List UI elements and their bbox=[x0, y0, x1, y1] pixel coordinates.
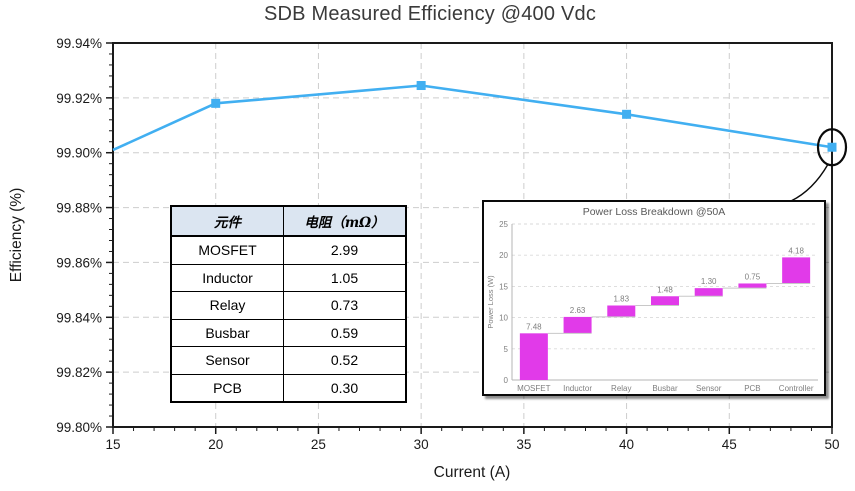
plot-frame bbox=[112, 42, 833, 428]
bar-value-label: 1.83 bbox=[613, 294, 629, 303]
inset-y-tick-label: 0 bbox=[504, 376, 509, 385]
table-row: MOSFET 2.99 bbox=[170, 235, 407, 265]
x-tick-label: 50 bbox=[824, 437, 839, 452]
y-tick-label: 99.80% bbox=[56, 420, 102, 435]
table-header-row: 元件 电阻（mΩ） bbox=[170, 205, 407, 237]
table-row: Busbar 0.59 bbox=[170, 318, 407, 347]
resistance-cell: 0.59 bbox=[283, 318, 407, 347]
inset-category-label: Busbar bbox=[652, 384, 678, 393]
inset-y-tick-label: 10 bbox=[499, 314, 508, 323]
inset-y-axis-title: Power Loss (W) bbox=[486, 275, 495, 329]
component-cell: MOSFET bbox=[170, 235, 284, 265]
table-header-resistance: 电阻（mΩ） bbox=[283, 205, 407, 237]
resistance-cell: 1.05 bbox=[283, 263, 407, 292]
x-tick-label: 35 bbox=[516, 437, 531, 452]
efficiency-line-path bbox=[112, 84, 833, 152]
callout-ellipse bbox=[816, 128, 848, 167]
data-point-marker bbox=[622, 109, 632, 119]
y-tick-label: 99.82% bbox=[56, 365, 102, 380]
x-tick-label: 30 bbox=[414, 437, 429, 452]
resistance-cell: 2.99 bbox=[283, 235, 407, 265]
component-cell: PCB bbox=[170, 373, 284, 403]
component-resistance-table: 元件 电阻（mΩ） MOSFET 2.99 Inductor 1.05 Rela… bbox=[170, 205, 407, 403]
table-header-component: 元件 bbox=[170, 205, 284, 237]
y-tick-label: 99.94% bbox=[56, 36, 102, 51]
resistance-cell: 0.73 bbox=[283, 291, 407, 320]
x-tick-label: 40 bbox=[619, 437, 634, 452]
bar-value-label: 4.18 bbox=[788, 246, 804, 255]
power-loss-inset: Power Loss Breakdown @50A 0 5 10 15 20 25 Powe… bbox=[482, 200, 826, 396]
inset-category-label: Sensor bbox=[696, 384, 722, 393]
y-tick-label: 99.84% bbox=[56, 310, 102, 325]
table-row: Inductor 1.05 bbox=[170, 263, 407, 292]
inset-category-label: MOSFET bbox=[517, 384, 550, 393]
component-cell: Relay bbox=[170, 291, 284, 320]
inset-y-tick-label: 15 bbox=[499, 282, 508, 291]
waterfall-bar bbox=[563, 316, 592, 334]
table-row: Relay 0.73 bbox=[170, 291, 407, 320]
table-row: PCB 0.30 bbox=[170, 373, 407, 403]
inset-y-tick-label: 5 bbox=[504, 345, 509, 354]
y-tick-label: 99.90% bbox=[56, 146, 102, 161]
callout-curve bbox=[790, 163, 829, 202]
waterfall-bar bbox=[694, 288, 723, 297]
inset-chart-canvas: 0 5 10 15 20 25 Power Loss (W) 7.48 MOSFET 2.63 In… bbox=[486, 220, 818, 393]
resistance-cell: 0.52 bbox=[283, 346, 407, 375]
y-tick-label: 99.86% bbox=[56, 255, 102, 270]
component-cell: Busbar bbox=[170, 318, 284, 347]
inset-y-tick-label: 25 bbox=[499, 220, 508, 229]
page-title: SDB Measured Efficiency @400 Vdc bbox=[263, 3, 597, 25]
x-axis-title: Current (A) bbox=[433, 464, 511, 481]
waterfall-bar bbox=[519, 333, 548, 380]
inset-y-tick-label: 20 bbox=[499, 251, 508, 260]
x-tick-label: 45 bbox=[722, 437, 737, 452]
x-tick-label: 15 bbox=[105, 437, 120, 452]
inset-category-label: Relay bbox=[611, 384, 631, 393]
data-point-marker bbox=[827, 142, 837, 152]
component-cell: Sensor bbox=[170, 346, 284, 375]
table-row: Sensor 0.52 bbox=[170, 346, 407, 375]
bar-value-label: 1.48 bbox=[657, 285, 673, 294]
x-tick-label: 25 bbox=[311, 437, 326, 452]
bar-value-label: 2.63 bbox=[570, 306, 586, 315]
waterfall-bar bbox=[607, 305, 636, 317]
waterfall-bar bbox=[738, 283, 767, 289]
inset-category-label: Controller bbox=[779, 384, 814, 393]
bar-value-label: 1.30 bbox=[701, 277, 717, 286]
x-tick-label: 20 bbox=[208, 437, 223, 452]
y-tick-label: 99.92% bbox=[56, 91, 102, 106]
data-point-marker bbox=[211, 98, 221, 108]
bar-value-label: 7.48 bbox=[526, 322, 542, 331]
resistance-cell: 0.30 bbox=[283, 373, 407, 403]
inset-category-label: PCB bbox=[744, 384, 760, 393]
component-cell: Inductor bbox=[170, 263, 284, 292]
waterfall-bar bbox=[782, 257, 811, 284]
y-tick-label: 99.88% bbox=[56, 201, 102, 216]
bar-value-label: 0.75 bbox=[745, 272, 761, 281]
data-point-marker bbox=[416, 81, 426, 91]
waterfall-bar bbox=[651, 296, 679, 306]
inset-chart-title: Power Loss Breakdown @50A bbox=[582, 206, 726, 218]
inset-category-label: Inductor bbox=[563, 384, 592, 393]
